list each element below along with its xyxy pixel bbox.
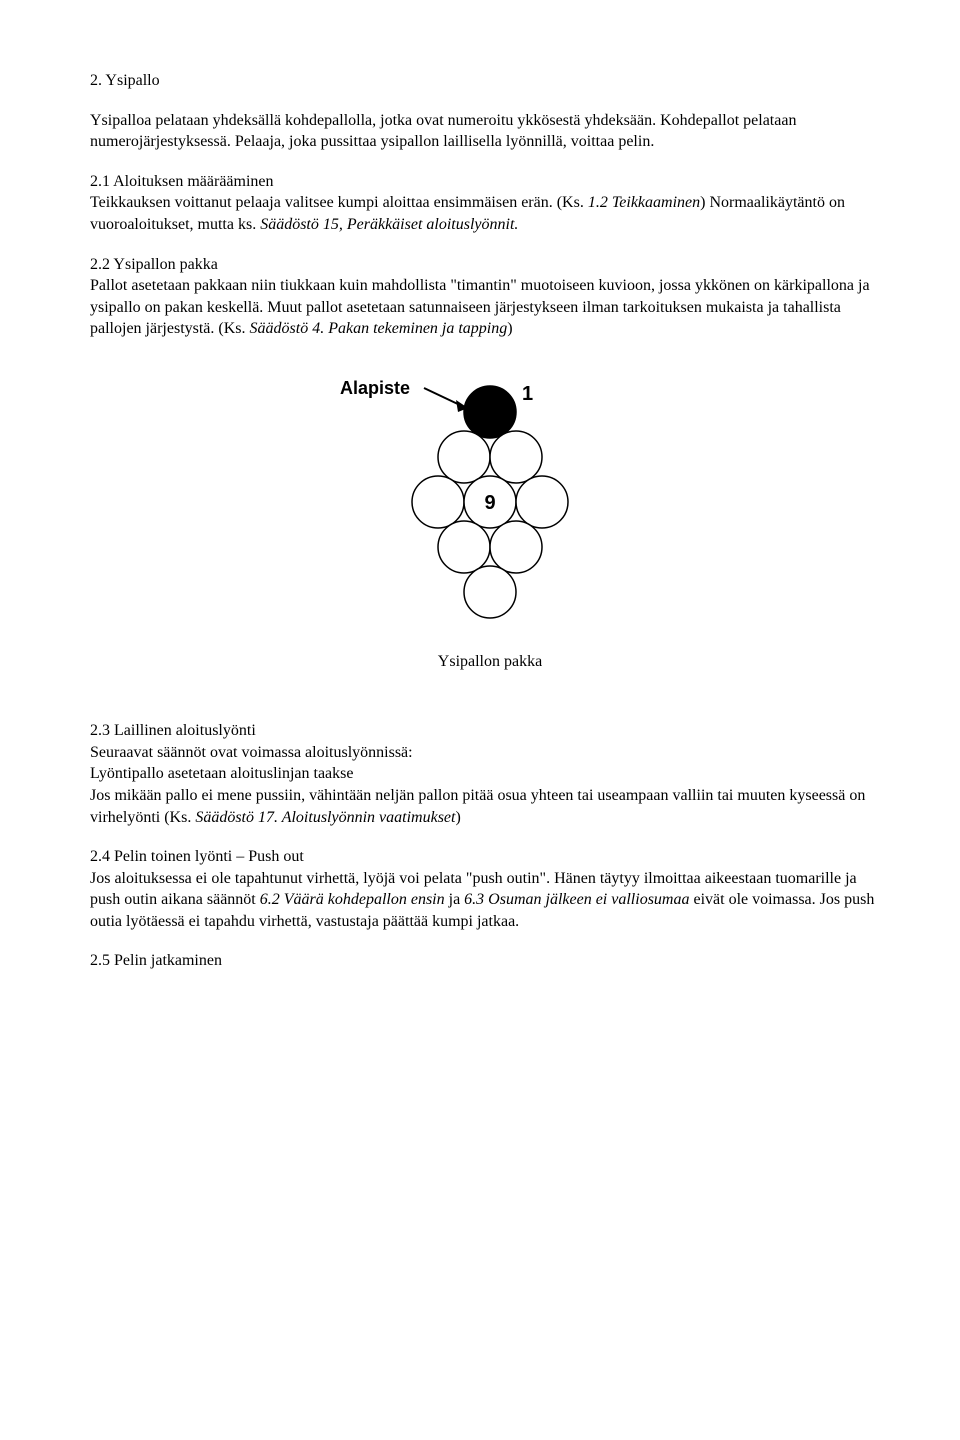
section-2-4: 2.4 Pelin toinen lyönti – Push out Jos a…: [90, 846, 890, 932]
rack-svg: 9 Alapiste 1: [334, 358, 646, 628]
rack-caption: Ysipallon pakka: [90, 651, 890, 673]
s24-c: ja: [445, 891, 465, 908]
rack-diagram: 9 Alapiste 1 Ysipallon pakka: [90, 358, 890, 672]
s22-b: Säädöstö 4. Pakan tekeminen ja tapping: [250, 320, 508, 337]
section-2-3: 2.3 Laillinen aloituslyönti Seuraavat sä…: [90, 720, 890, 828]
s24-d: 6.3 Osuman jälkeen ei valliosumaa: [464, 891, 689, 908]
section-2-4-title: 2.4 Pelin toinen lyönti – Push out: [90, 848, 304, 865]
s21-a: Teikkauksen voittanut pelaaja valitsee k…: [90, 194, 588, 211]
section-2-5-title: 2.5 Pelin jatkaminen: [90, 950, 890, 972]
svg-text:Alapiste: Alapiste: [340, 378, 410, 398]
svg-text:1: 1: [522, 383, 533, 405]
section-2-title: 2. Ysipallo: [90, 70, 890, 92]
s21-d: Säädöstö 15, Peräkkäiset aloituslyönnit.: [260, 216, 518, 233]
s23-line1: Seuraavat säännöt ovat voimassa aloitusl…: [90, 744, 413, 761]
s23-line3c: ): [455, 809, 460, 826]
s23-line2: Lyöntipallo asetetaan aloituslinjan taak…: [90, 765, 353, 782]
section-2-2: 2.2 Ysipallon pakka Pallot asetetaan pak…: [90, 254, 890, 340]
s24-b: 6.2 Väärä kohdepallon ensin: [260, 891, 445, 908]
section-2-3-title: 2.3 Laillinen aloituslyönti: [90, 722, 256, 739]
section-2-intro: Ysipalloa pelataan yhdeksällä kohdepallo…: [90, 110, 890, 153]
s23-line3b: Säädöstö 17. Aloituslyönnin vaatimukset: [195, 809, 455, 826]
section-2-1-title: 2.1 Aloituksen määrääminen: [90, 173, 274, 190]
section-2-2-title: 2.2 Ysipallon pakka: [90, 256, 218, 273]
svg-text:9: 9: [484, 492, 495, 514]
s22-c: ): [507, 320, 512, 337]
s21-b: 1.2 Teikkaaminen: [588, 194, 700, 211]
section-2-1: 2.1 Aloituksen määrääminen Teikkauksen v…: [90, 171, 890, 236]
